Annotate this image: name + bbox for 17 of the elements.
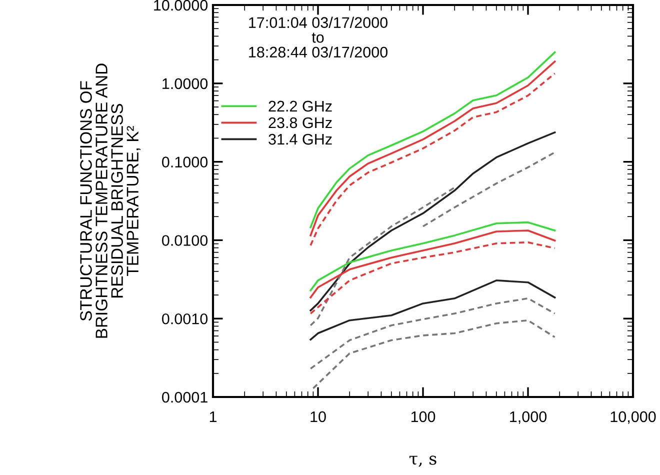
x-tick-label: 1 <box>210 411 217 422</box>
y-tick-label: 0.0100 <box>162 235 208 246</box>
legend-label: 22.2 GHz <box>268 100 332 112</box>
legend-label: 23.8 GHz <box>268 117 332 128</box>
annotation: 17:01:04 03/17/2000 to 18:28:44 03/17/2000 <box>249 16 388 58</box>
y-tick-label: 1.0000 <box>162 78 208 90</box>
y-axis-title: STRUCTURAL FUNCTIONS OF BRIGHTNESS TEMPERATURE AND RESIDUAL BRIGHTNESS TEMPERATURE, K² <box>80 64 140 338</box>
legend-label: 31.4 GHz <box>268 134 332 145</box>
y-tick-label: 0.0001 <box>162 392 208 403</box>
y-tick-label: 0.1000 <box>162 156 208 168</box>
x-tick-label: 1,000 <box>510 411 547 424</box>
x-tick-label: 10 <box>310 411 326 422</box>
y-tick-label: 0.0010 <box>162 313 208 324</box>
x-tick-label: 10,000 <box>610 411 656 424</box>
y-tick-label: 10.0000 <box>154 0 208 11</box>
x-tick-label: 100 <box>411 411 436 422</box>
x-axis-title: τ, s <box>409 456 436 467</box>
